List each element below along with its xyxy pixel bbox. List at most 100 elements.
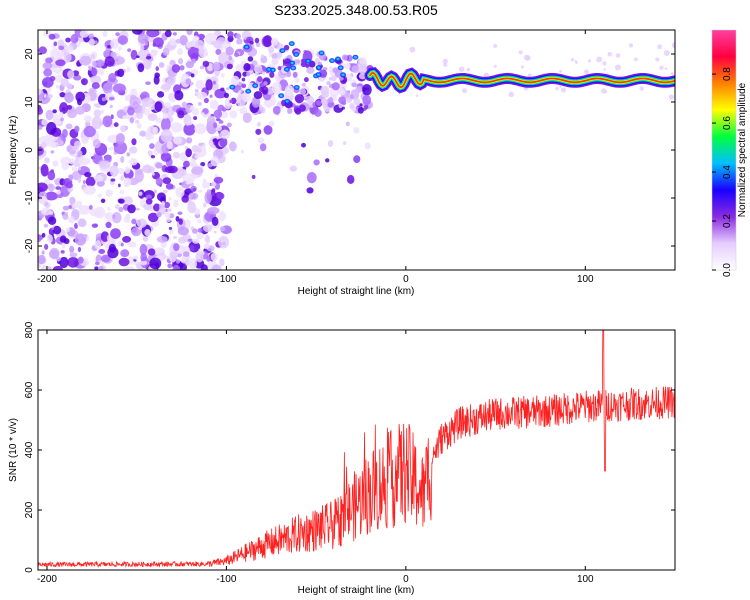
heat-cell <box>79 55 92 66</box>
heat-cell <box>166 140 173 150</box>
colorbar-tick-label: 0.0 <box>722 263 733 277</box>
heat-cell <box>65 44 74 52</box>
heat-cell <box>213 176 224 184</box>
heat-hotspot-core <box>339 66 343 69</box>
snr-y-tick-label: 400 <box>24 441 35 458</box>
heat-cell <box>67 109 77 119</box>
heat-cell <box>115 132 125 145</box>
heat-cell <box>83 234 88 239</box>
heat-cell <box>583 69 590 75</box>
heat-cell <box>160 83 172 91</box>
spectral-ridge <box>364 66 675 94</box>
heat-cell <box>192 238 200 244</box>
heat-cell <box>167 263 173 269</box>
heat-cell <box>165 255 170 260</box>
heat-hotspot-core <box>290 61 294 65</box>
heat-cell <box>260 54 265 59</box>
heat-cell <box>242 112 252 124</box>
heat-cell <box>61 242 66 249</box>
heat-cell <box>294 94 305 104</box>
heat-cell <box>229 110 238 119</box>
heat-cell <box>241 77 246 82</box>
heat-cell <box>118 257 130 267</box>
heat-cell <box>84 172 92 178</box>
heat-cell <box>409 46 416 53</box>
heat-cell <box>211 216 219 226</box>
heat-cell <box>78 166 82 171</box>
heat-cell <box>156 236 168 243</box>
heat-cell <box>57 39 65 48</box>
heat-cell <box>38 182 48 192</box>
heat-cell <box>91 60 97 69</box>
heat-cell <box>43 201 51 209</box>
heat-cell <box>164 166 175 174</box>
heat-cell <box>634 57 638 62</box>
heat-cell <box>66 104 73 110</box>
heat-cell <box>214 30 222 37</box>
heat-cell <box>156 211 162 218</box>
heat-cell <box>41 76 54 88</box>
heat-cell <box>188 258 198 270</box>
heat-cell <box>217 123 221 128</box>
heat-cell <box>351 82 358 88</box>
heat-cell <box>47 86 52 93</box>
heat-cell <box>189 245 195 252</box>
heat-cell <box>211 264 222 270</box>
heat-cell <box>357 106 364 114</box>
heat-cell <box>172 236 178 240</box>
heat-cell <box>136 123 142 129</box>
heat-cell <box>325 158 330 163</box>
heat-cell <box>320 85 330 96</box>
heat-cell <box>108 243 117 253</box>
heat-cell <box>56 190 61 195</box>
heat-cell <box>67 256 79 268</box>
heat-cell <box>115 32 120 37</box>
heat-cell <box>97 59 105 67</box>
heat-cell <box>190 104 195 111</box>
heat-cell <box>239 107 248 115</box>
heat-cell <box>50 169 55 173</box>
heat-cell <box>77 177 82 184</box>
heat-hotspot-core <box>341 73 345 76</box>
heat-cell <box>177 211 183 215</box>
heat-cell <box>38 146 44 156</box>
heat-cell <box>55 59 66 67</box>
heat-cell <box>207 206 220 215</box>
heat-cell <box>224 102 232 110</box>
heat-cell <box>42 62 53 70</box>
heat-cell <box>186 41 192 49</box>
heat-cell <box>166 77 174 86</box>
heat-cell <box>60 78 69 87</box>
heat-hotspot-core <box>336 57 340 61</box>
heat-cell <box>342 141 347 145</box>
snr-x-tick-label: 100 <box>577 574 594 585</box>
heat-cell <box>313 159 320 166</box>
heat-cell <box>131 138 137 146</box>
heat-cell <box>663 49 670 56</box>
heat-hotspot-core <box>320 51 324 55</box>
snr-x-tick-label: -100 <box>216 574 236 585</box>
heat-cell <box>150 50 157 58</box>
heat-cell <box>247 56 254 62</box>
heat-cell <box>149 257 162 270</box>
heat-cell <box>69 252 78 258</box>
heat-cell <box>197 219 202 224</box>
heat-cell <box>38 107 44 115</box>
heat-cell <box>128 146 138 154</box>
heat-cell <box>41 232 46 238</box>
heat-cell <box>328 97 334 103</box>
heat-cell <box>71 166 78 172</box>
heat-cell <box>145 56 152 60</box>
heat-cell <box>173 243 180 251</box>
heat-cell <box>212 61 221 72</box>
heat-cell <box>162 47 170 56</box>
heat-cell <box>187 201 196 214</box>
heat-cell <box>64 92 74 104</box>
heat-cell <box>47 216 57 225</box>
heat-cell <box>197 33 206 40</box>
heat-cell <box>123 196 133 205</box>
heat-cell <box>194 89 199 93</box>
heat-cell <box>331 75 337 82</box>
heat-cell <box>117 35 129 45</box>
heat-cell <box>38 46 47 55</box>
